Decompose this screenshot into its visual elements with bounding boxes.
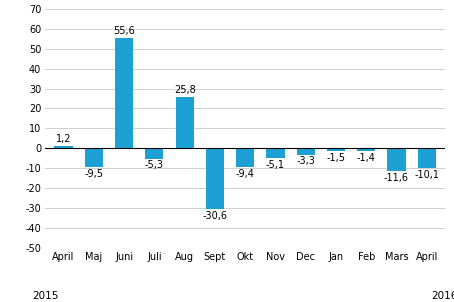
Text: -10,1: -10,1	[414, 170, 439, 180]
Bar	[266, 148, 285, 158]
Text: -1,5: -1,5	[326, 153, 345, 163]
Bar	[387, 148, 405, 171]
Text: 2015: 2015	[32, 291, 59, 300]
Bar	[85, 148, 103, 167]
Bar	[206, 148, 224, 209]
Bar	[236, 148, 254, 167]
Text: -3,3: -3,3	[296, 156, 315, 166]
Bar	[54, 146, 73, 148]
Bar	[327, 148, 345, 151]
Text: -11,6: -11,6	[384, 173, 409, 183]
Text: -1,4: -1,4	[357, 153, 375, 162]
Text: 2016: 2016	[432, 291, 454, 300]
Text: -5,3: -5,3	[145, 160, 164, 170]
Bar	[357, 148, 375, 151]
Text: 55,6: 55,6	[113, 26, 135, 36]
Text: -5,1: -5,1	[266, 160, 285, 170]
Text: -9,5: -9,5	[84, 169, 104, 179]
Bar	[145, 148, 163, 159]
Bar	[296, 148, 315, 155]
Bar	[418, 148, 436, 168]
Bar	[115, 38, 133, 148]
Text: -9,4: -9,4	[236, 169, 255, 178]
Bar	[176, 97, 194, 148]
Text: 25,8: 25,8	[174, 85, 196, 95]
Text: -30,6: -30,6	[202, 211, 227, 221]
Text: 1,2: 1,2	[56, 134, 71, 144]
